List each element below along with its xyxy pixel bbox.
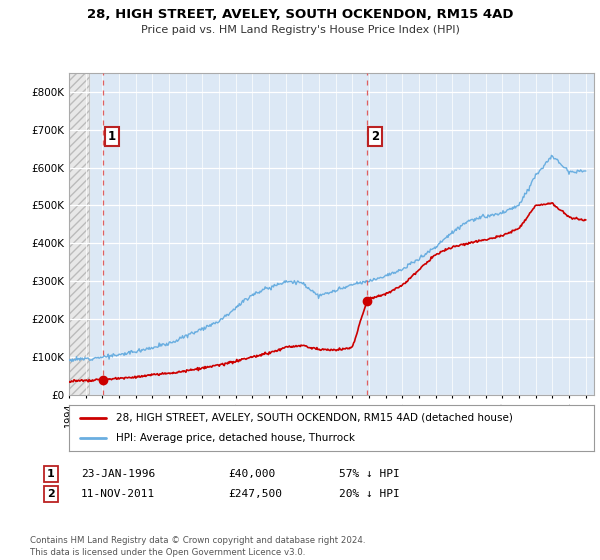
Text: 1: 1 [107, 129, 116, 143]
Text: HPI: Average price, detached house, Thurrock: HPI: Average price, detached house, Thur… [116, 433, 355, 443]
Text: £40,000: £40,000 [228, 469, 275, 479]
Text: Contains HM Land Registry data © Crown copyright and database right 2024.
This d: Contains HM Land Registry data © Crown c… [30, 536, 365, 557]
Text: 2: 2 [371, 129, 379, 143]
Text: 23-JAN-1996: 23-JAN-1996 [81, 469, 155, 479]
Text: 2: 2 [47, 489, 55, 499]
Text: Price paid vs. HM Land Registry's House Price Index (HPI): Price paid vs. HM Land Registry's House … [140, 25, 460, 35]
Bar [69, 73, 89, 395]
Text: 20% ↓ HPI: 20% ↓ HPI [339, 489, 400, 499]
Text: 28, HIGH STREET, AVELEY, SOUTH OCKENDON, RM15 4AD (detached house): 28, HIGH STREET, AVELEY, SOUTH OCKENDON,… [116, 413, 513, 423]
Text: 57% ↓ HPI: 57% ↓ HPI [339, 469, 400, 479]
Text: £247,500: £247,500 [228, 489, 282, 499]
Bar [69, 73, 89, 395]
Text: 28, HIGH STREET, AVELEY, SOUTH OCKENDON, RM15 4AD: 28, HIGH STREET, AVELEY, SOUTH OCKENDON,… [87, 8, 513, 21]
Text: 11-NOV-2011: 11-NOV-2011 [81, 489, 155, 499]
Text: 1: 1 [47, 469, 55, 479]
